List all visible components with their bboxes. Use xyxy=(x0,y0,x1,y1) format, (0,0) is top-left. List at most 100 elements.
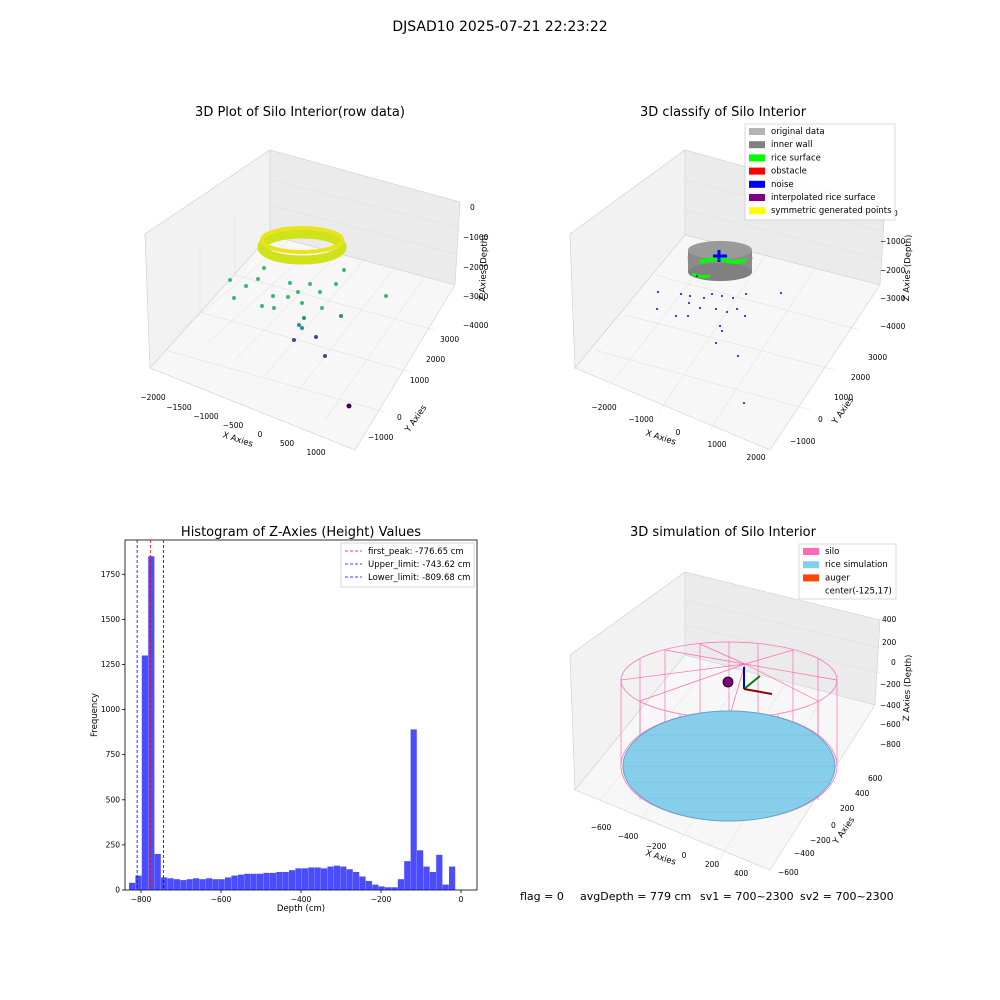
classify-x-label: X Axies xyxy=(644,428,677,447)
histogram-bar xyxy=(289,870,296,890)
sim-legend-swatch xyxy=(803,561,819,569)
svg-text:0: 0 xyxy=(893,209,898,218)
figure-title: DJSAD10 2025-07-21 22:23:22 xyxy=(392,19,607,35)
histogram-bar xyxy=(346,869,353,890)
classify-points xyxy=(656,241,782,404)
histogram-x-tick-label: 0 xyxy=(459,895,464,904)
histogram-bar xyxy=(449,866,456,890)
classify-legend-label: noise xyxy=(771,180,794,190)
histogram-bar xyxy=(244,873,251,890)
histogram-y-ticks: 0 250 500 750 1000 1250 1500 1750 xyxy=(101,570,125,895)
histogram-bar xyxy=(378,886,385,890)
classify-noise-scatter xyxy=(656,275,782,404)
svg-text:1000: 1000 xyxy=(707,440,726,449)
svg-text:0: 0 xyxy=(682,851,687,860)
classify-legend-swatch xyxy=(749,167,765,175)
histogram-bar xyxy=(212,879,219,890)
svg-text:−200: −200 xyxy=(880,680,901,689)
svg-text:0: 0 xyxy=(891,658,896,667)
svg-text:−200: −200 xyxy=(810,836,831,845)
histogram-bar xyxy=(129,882,136,890)
raw-ring-top xyxy=(260,226,344,254)
histogram-bar xyxy=(442,884,449,890)
classify-rice-surface-2 xyxy=(691,272,711,279)
svg-text:600: 600 xyxy=(868,774,883,783)
svg-text:−400: −400 xyxy=(794,849,815,858)
raw-scatter-deep xyxy=(297,314,343,330)
status-footer: flag = 0 avgDepth = 779 cm sv1 = 700~230… xyxy=(520,890,894,903)
classify-legend-label: original data xyxy=(771,127,825,137)
svg-text:200: 200 xyxy=(882,638,897,647)
histogram-bar xyxy=(321,868,328,890)
classify-wall-bottom xyxy=(688,263,752,281)
simulation-3d-panel: 3D simulation of Silo Interior xyxy=(569,525,914,878)
histogram-bar xyxy=(333,865,340,890)
svg-text:0: 0 xyxy=(397,413,402,422)
raw-scatter-mid xyxy=(228,266,388,310)
raw-y-label: Y Axies xyxy=(403,403,430,435)
classify-legend-label: inner wall xyxy=(771,140,812,150)
svg-text:0: 0 xyxy=(831,821,836,830)
classify-legend-swatch xyxy=(749,141,765,149)
svg-text:200: 200 xyxy=(840,804,855,813)
classify-gridlines xyxy=(594,179,886,431)
histogram-y-tick-label: 250 xyxy=(106,840,121,849)
histogram-bar xyxy=(308,867,315,890)
svg-text:0: 0 xyxy=(818,415,823,424)
svg-text:−600: −600 xyxy=(880,720,901,729)
svg-text:−600: −600 xyxy=(778,868,799,877)
histogram-x-tick-label: −800 xyxy=(131,895,152,904)
histogram-y-tick-label: 1500 xyxy=(101,615,120,624)
histogram-vlines xyxy=(136,540,164,890)
histogram-bar xyxy=(276,871,283,890)
sim-legend-label: center(-125,17) xyxy=(825,587,892,597)
svg-text:−1000: −1000 xyxy=(628,415,654,424)
svg-text:0: 0 xyxy=(258,430,263,439)
footer-sv1: sv1 = 700~2300 xyxy=(700,890,794,903)
histogram-bar xyxy=(257,873,264,890)
sim-legend-swatch xyxy=(803,548,819,555)
histogram-bar xyxy=(359,876,366,890)
classify-3d-panel: 3D classify of Silo Interior xyxy=(569,105,914,462)
svg-text:1000: 1000 xyxy=(410,376,429,385)
histogram-bar xyxy=(218,879,225,890)
histogram-bar xyxy=(301,868,308,890)
classify-legend-frame xyxy=(744,123,896,221)
svg-text:0: 0 xyxy=(676,428,681,437)
svg-text:−2000: −2000 xyxy=(463,263,489,272)
classify-legend-label: obstacle xyxy=(771,167,807,177)
svg-text:500: 500 xyxy=(280,439,295,448)
histogram-bar xyxy=(295,868,302,890)
histogram-bar xyxy=(385,887,392,890)
histogram-bar xyxy=(269,872,276,890)
svg-text:−4000: −4000 xyxy=(463,321,489,330)
histogram-y-tick-label: 500 xyxy=(106,795,121,804)
svg-text:1000: 1000 xyxy=(834,393,853,402)
svg-text:3000: 3000 xyxy=(440,335,459,344)
svg-text:3000: 3000 xyxy=(868,353,887,362)
sim-z-ticks: 400 200 0 −200 −400 −600 −800 xyxy=(880,615,901,749)
histogram-bar xyxy=(250,873,257,890)
histogram-bar xyxy=(167,878,174,890)
histogram-bar xyxy=(327,866,334,890)
histogram-bar xyxy=(225,877,232,890)
histogram-bar xyxy=(417,850,424,890)
histogram-bar xyxy=(173,879,180,890)
sim-x-label: X Axies xyxy=(644,848,677,867)
sim-legend-label: rice simulation xyxy=(825,560,888,570)
histogram-bar xyxy=(199,879,206,890)
auger-y-arrow xyxy=(743,675,761,690)
svg-text:−1000: −1000 xyxy=(790,437,816,446)
classify-legend-swatch xyxy=(749,207,765,215)
histogram-panel: Histogram of Z-Axies (Height) Values −80… xyxy=(90,525,478,914)
histogram-bar xyxy=(263,872,270,890)
svg-text:1000: 1000 xyxy=(306,448,325,457)
svg-text:400: 400 xyxy=(882,615,897,624)
classify-legend-swatch xyxy=(749,180,765,188)
classify-legend: original data inner wall rice surface obsta… xyxy=(744,123,896,221)
svg-text:2000: 2000 xyxy=(426,355,445,364)
raw-points xyxy=(228,226,388,409)
histogram-bar xyxy=(135,875,142,890)
classify-noise-cluster xyxy=(713,250,727,262)
